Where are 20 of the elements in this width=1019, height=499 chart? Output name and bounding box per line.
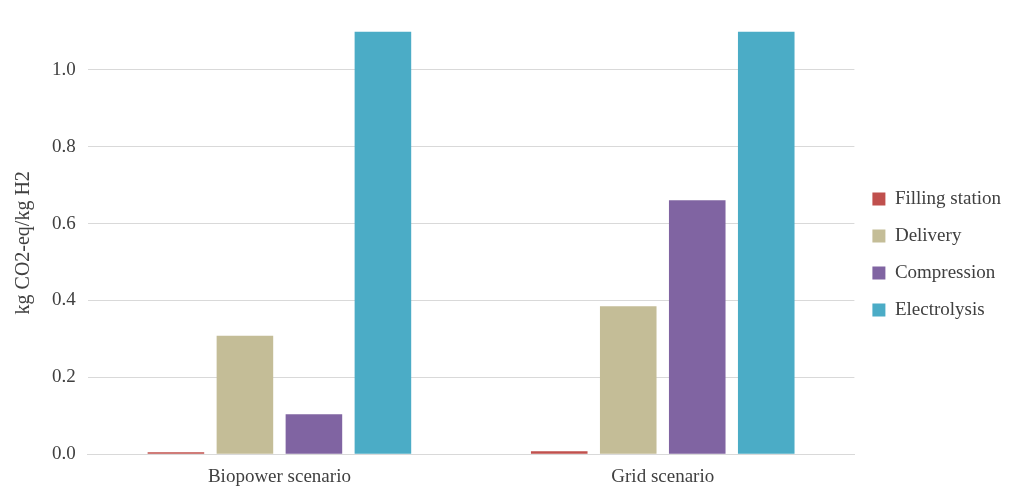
legend-label: Delivery <box>894 223 962 245</box>
y-tick-label: 0.4 <box>52 288 77 310</box>
bar <box>599 306 657 454</box>
y-tick-label: 0.8 <box>52 134 76 156</box>
x-tick-label: Biopower scenario <box>207 464 351 486</box>
legend-label: Compression <box>894 260 996 282</box>
y-tick-label: 0.6 <box>52 211 76 233</box>
legend-label: Filling station <box>894 186 1002 208</box>
y-tick-label: 0.2 <box>52 365 76 387</box>
bar <box>354 31 412 454</box>
x-tick-label: Grid scenario <box>611 464 715 486</box>
bar <box>285 414 343 454</box>
bar <box>530 451 588 454</box>
y-tick-label: 0.0 <box>52 442 76 464</box>
bar <box>668 200 726 454</box>
legend-label: Electrolysis <box>894 297 985 319</box>
y-axis-title: kg CO2-eq/kg H2 <box>11 171 35 315</box>
bar <box>216 335 274 454</box>
bar <box>737 31 795 454</box>
y-tick-label: 1.0 <box>52 57 76 79</box>
